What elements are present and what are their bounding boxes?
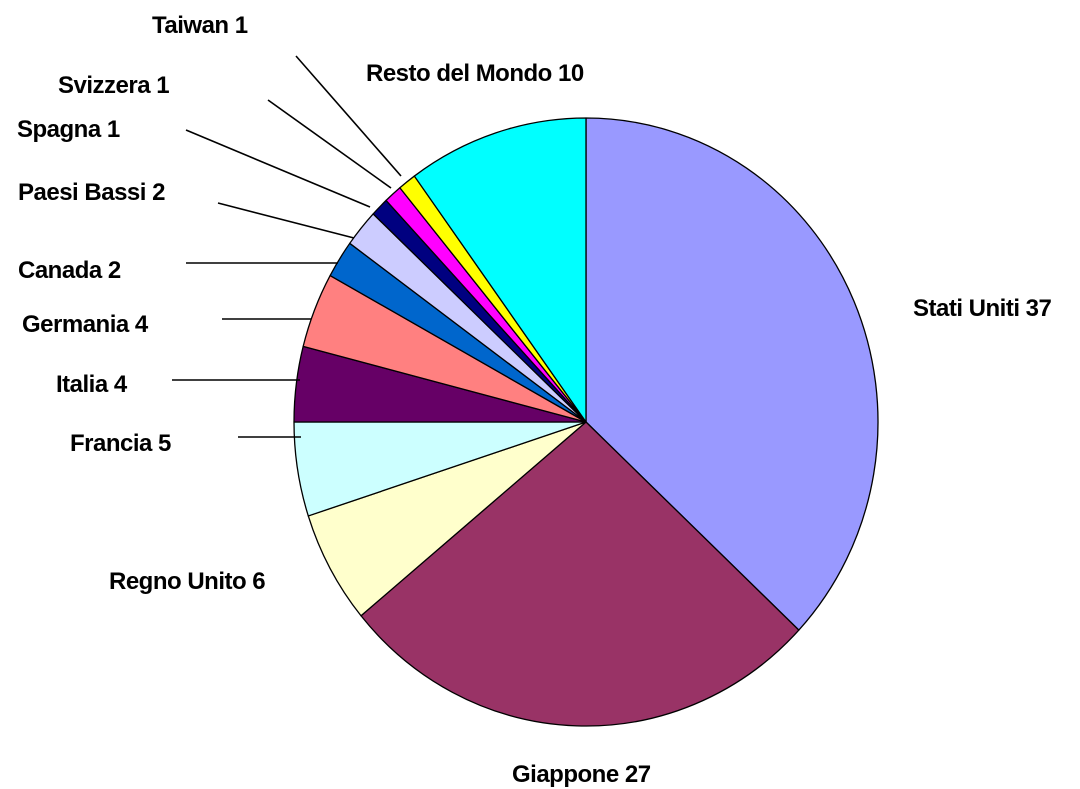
leader-line-spagna (185, 129, 371, 208)
leader-line-paesi-bassi (217, 202, 355, 239)
leader-lines (172, 55, 402, 438)
slice-label-regno-unito: Regno Unito 6 (109, 568, 265, 595)
slice-label-svizzera: Svizzera 1 (58, 72, 169, 99)
pie-slice-stati-uniti (585, 117, 879, 631)
slice-label-canada: Canada 2 (18, 257, 121, 284)
slice-label-paesi-bassi: Paesi Bassi 2 (18, 179, 165, 206)
slice-label-francia: Francia 5 (70, 430, 171, 457)
pie-slice-resto-del-mondo (413, 117, 587, 423)
pie-slice-giappone (360, 421, 800, 727)
leader-line-svizzera (267, 99, 392, 189)
slice-label-stati-uniti: Stati Uniti 37 (913, 295, 1052, 322)
slice-label-spagna: Spagna 1 (17, 116, 120, 143)
slice-labels: Stati Uniti 37 Giappone 27 Regno Unito 6 Fr… (17, 12, 1052, 788)
slice-label-taiwan: Taiwan 1 (152, 12, 248, 39)
slice-label-italia: Italia 4 (56, 371, 128, 398)
slice-label-germania: Germania 4 (22, 311, 149, 338)
slice-label-resto-del-mondo: Resto del Mondo 10 (366, 60, 584, 87)
pie-slices (293, 117, 879, 727)
leader-line-taiwan (295, 55, 402, 177)
slice-label-giappone: Giappone 27 (512, 761, 651, 788)
